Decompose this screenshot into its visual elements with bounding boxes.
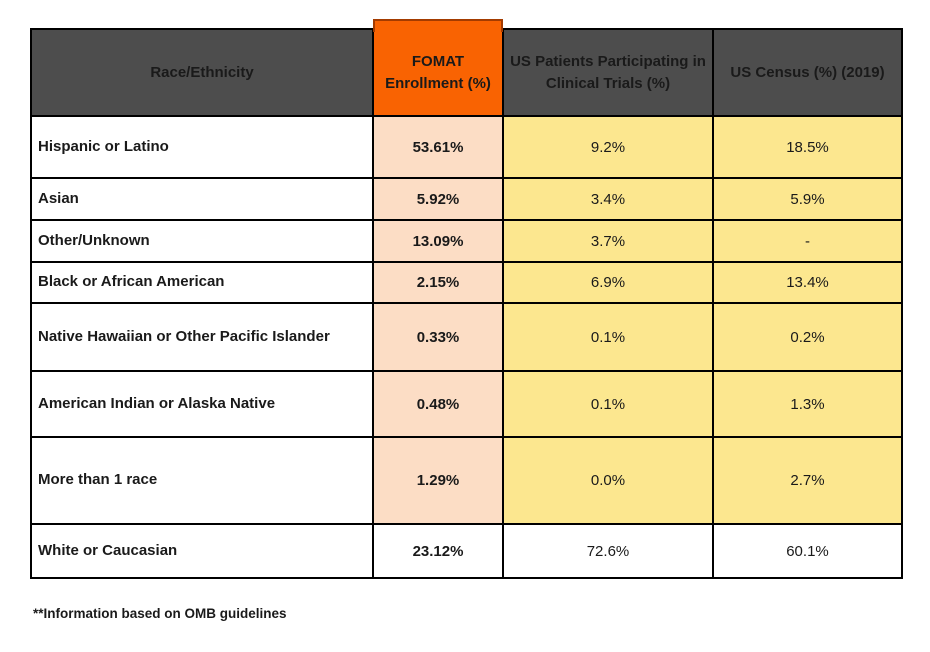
census-cell: - — [712, 219, 903, 263]
trials-cell: 3.4% — [502, 177, 714, 221]
header-row: Race/Ethnicity FOMAT Enrollment (%) US P… — [30, 20, 903, 117]
table-row: Other/Unknown 13.09% 3.7% - — [30, 219, 903, 263]
census-cell: 5.9% — [712, 177, 903, 221]
trials-cell: 3.7% — [502, 219, 714, 263]
census-cell: 60.1% — [712, 523, 903, 579]
table-header: Race/Ethnicity FOMAT Enrollment (%) US P… — [30, 20, 903, 117]
race-cell: Native Hawaiian or Other Pacific Islande… — [30, 302, 374, 372]
race-cell: American Indian or Alaska Native — [30, 370, 374, 438]
table-body: Hispanic or Latino 53.61% 9.2% 18.5% Asi… — [30, 115, 903, 579]
trials-cell: 72.6% — [502, 523, 714, 579]
trials-cell: 9.2% — [502, 115, 714, 179]
table-row: American Indian or Alaska Native 0.48% 0… — [30, 370, 903, 438]
col-header-fomat-enrollment: FOMAT Enrollment (%) — [372, 20, 504, 117]
fomat-cell: 1.29% — [372, 436, 504, 525]
fomat-cell: 23.12% — [372, 523, 504, 579]
fomat-cell: 0.33% — [372, 302, 504, 372]
fomat-cell: 53.61% — [372, 115, 504, 179]
race-ethnicity-table: Race/Ethnicity FOMAT Enrollment (%) US P… — [30, 20, 903, 579]
race-cell: Other/Unknown — [30, 219, 374, 263]
col-header-race: Race/Ethnicity — [30, 28, 374, 117]
table-row: Native Hawaiian or Other Pacific Islande… — [30, 302, 903, 372]
col-header-us-census: US Census (%) (2019) — [712, 28, 903, 117]
table-row: Hispanic or Latino 53.61% 9.2% 18.5% — [30, 115, 903, 179]
trials-cell: 0.0% — [502, 436, 714, 525]
trials-cell: 6.9% — [502, 261, 714, 304]
fomat-cell: 2.15% — [372, 261, 504, 304]
fomat-cell: 5.92% — [372, 177, 504, 221]
table-row: Asian 5.92% 3.4% 5.9% — [30, 177, 903, 221]
trials-cell: 0.1% — [502, 370, 714, 438]
census-cell: 1.3% — [712, 370, 903, 438]
race-cell: More than 1 race — [30, 436, 374, 525]
census-cell: 13.4% — [712, 261, 903, 304]
race-cell: Black or African American — [30, 261, 374, 304]
table-row: More than 1 race 1.29% 0.0% 2.7% — [30, 436, 903, 525]
col-header-clinical-trials: US Patients Participating in Clinical Tr… — [502, 28, 714, 117]
census-cell: 2.7% — [712, 436, 903, 525]
table-row: White or Caucasian 23.12% 72.6% 60.1% — [30, 523, 903, 579]
table-row: Black or African American 2.15% 6.9% 13.… — [30, 261, 903, 304]
race-cell: White or Caucasian — [30, 523, 374, 579]
census-cell: 18.5% — [712, 115, 903, 179]
race-cell: Hispanic or Latino — [30, 115, 374, 179]
race-cell: Asian — [30, 177, 374, 221]
fomat-cell: 13.09% — [372, 219, 504, 263]
omb-guidelines-footnote: **Information based on OMB guidelines — [33, 606, 287, 621]
fomat-cell: 0.48% — [372, 370, 504, 438]
trials-cell: 0.1% — [502, 302, 714, 372]
census-cell: 0.2% — [712, 302, 903, 372]
